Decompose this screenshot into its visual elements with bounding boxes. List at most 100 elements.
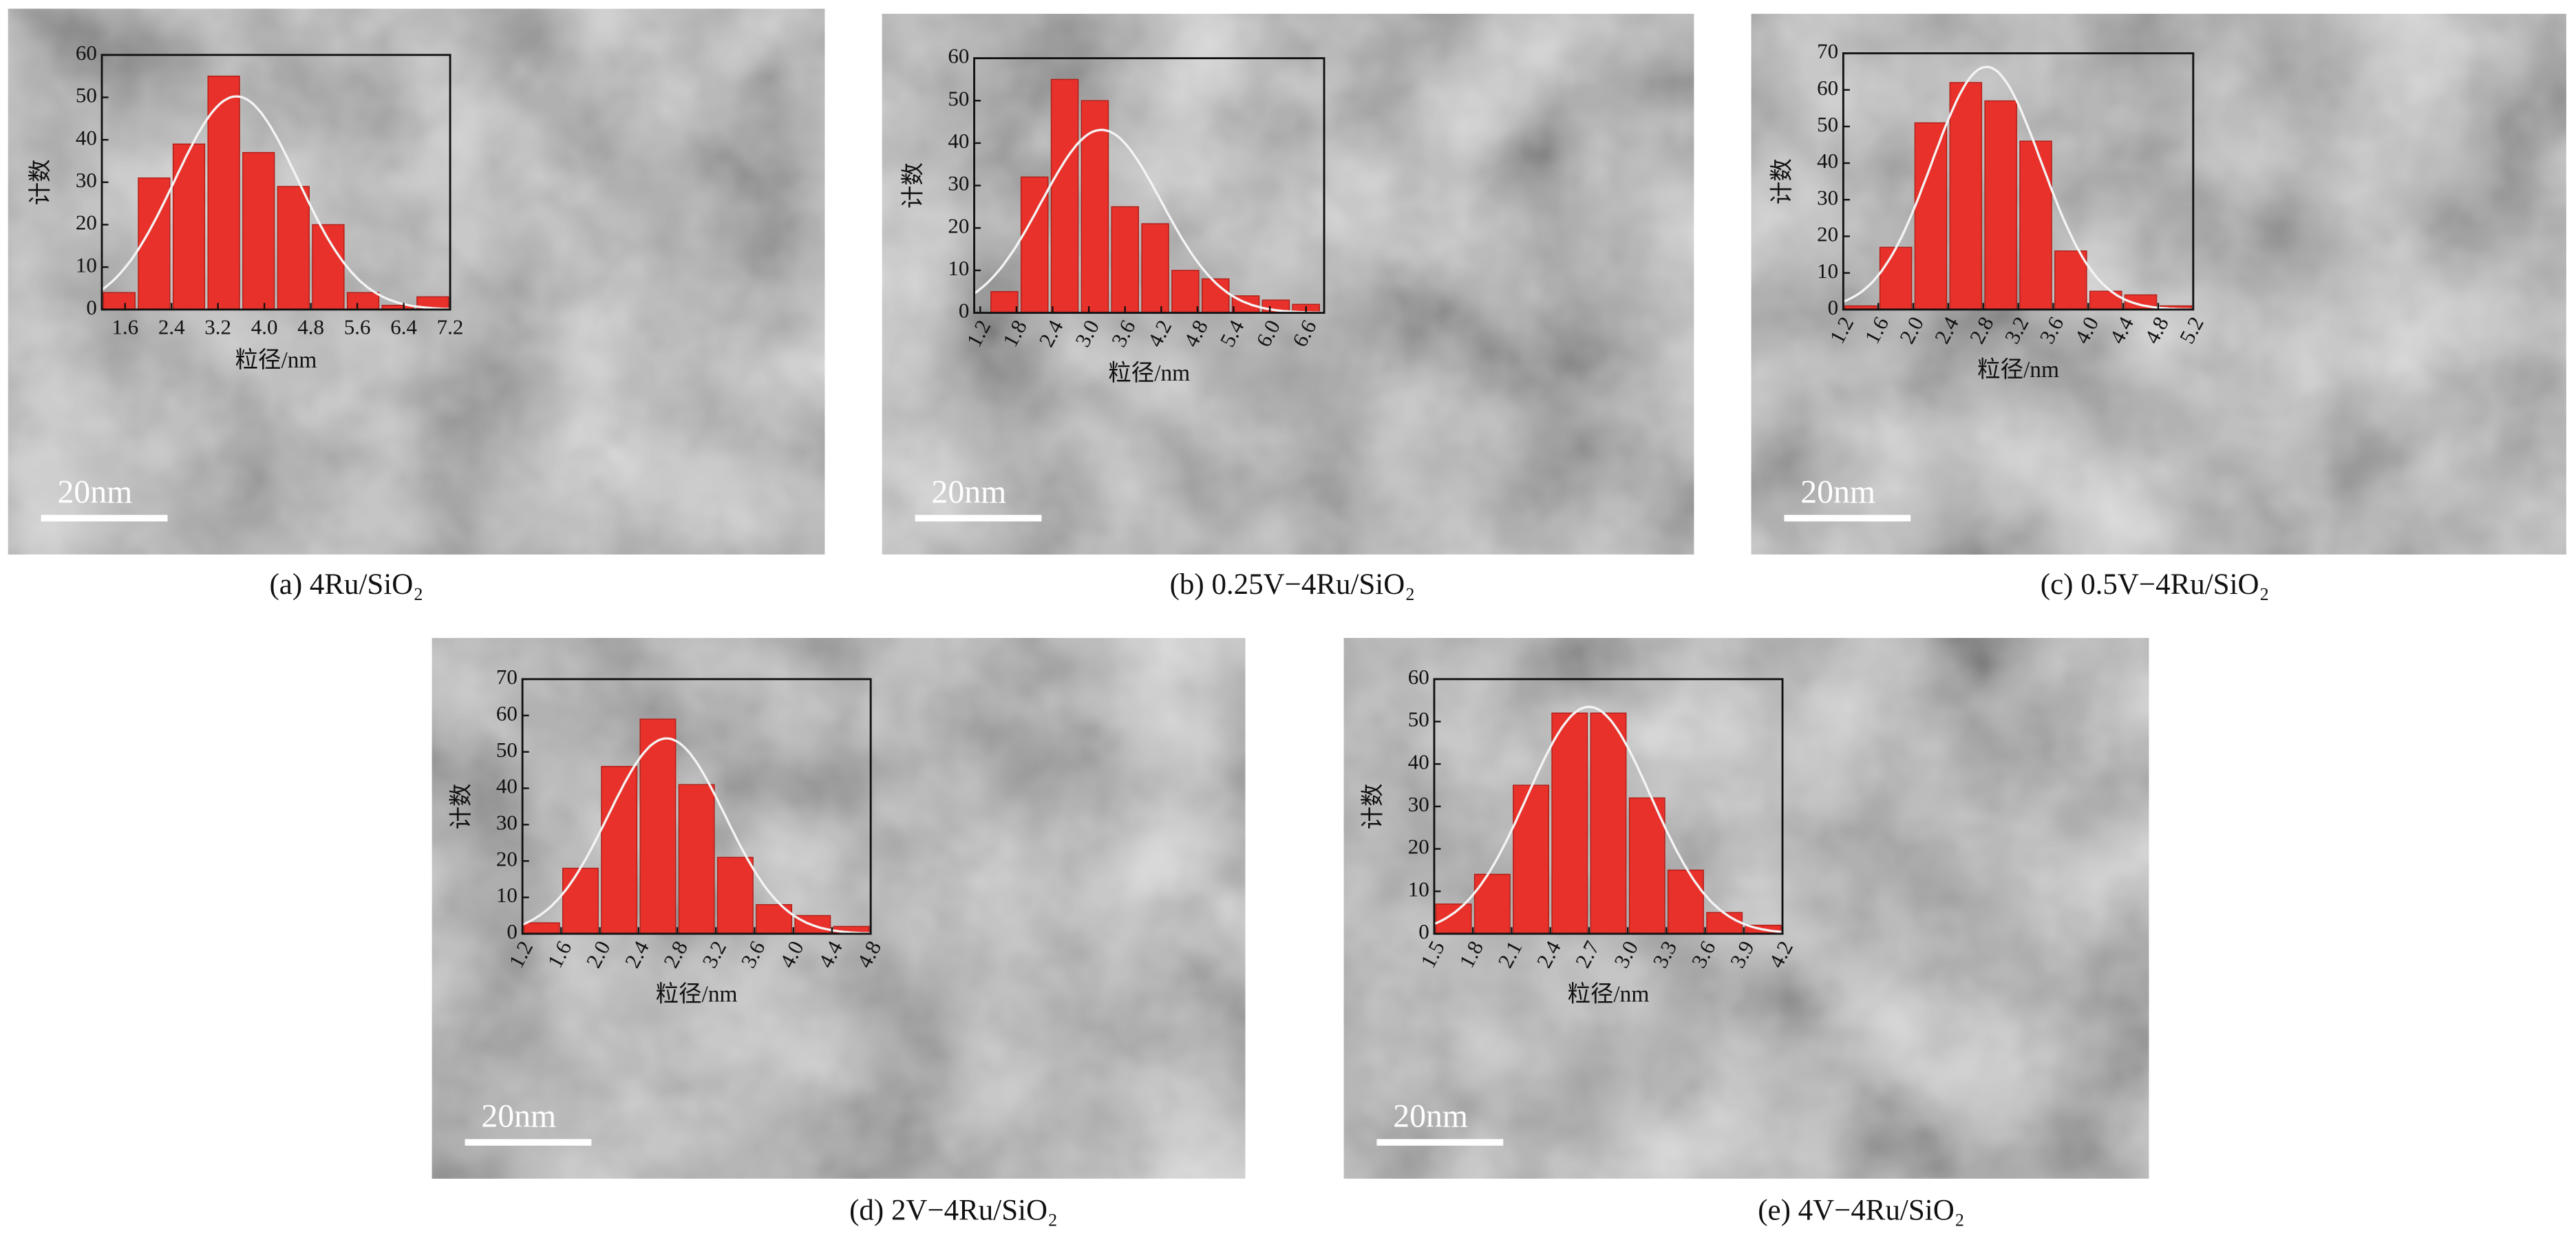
bar (990, 291, 1019, 314)
fit-curve (973, 129, 1325, 314)
y-tick-label: 50 (1817, 112, 1838, 136)
x-tick-label: 5.6 (344, 315, 371, 339)
bar (1171, 270, 1200, 314)
bar (1435, 904, 1472, 934)
y-tick-label: 0 (507, 919, 518, 943)
caption: (a) 4Ru/SiO₂ (269, 568, 423, 601)
panel: 20nm (a) 4Ru/SiO₂ 0 10 20 30 40 50 60 1.6 2.4 3.2 4.… (8, 8, 825, 601)
y-tick-label: 40 (76, 125, 97, 149)
y-tick-label: 60 (1817, 76, 1838, 100)
x-axis-label: 粒径/nm (1568, 981, 1650, 1007)
y-tick-label: 10 (1408, 877, 1429, 901)
caption: (c) 0.5V−4Ru/SiO₂ (2041, 568, 2270, 601)
caption: (d) 2V−4Ru/SiO₂ (849, 1195, 1058, 1227)
y-tick-label: 0 (959, 299, 970, 323)
caption: (b) 0.25V−4Ru/SiO₂ (1170, 568, 1416, 601)
bar (1111, 206, 1139, 314)
y-axis-label: 计数 (1361, 784, 1386, 830)
y-tick-label: 0 (1828, 295, 1839, 319)
y-tick-label: 40 (1408, 749, 1429, 773)
bar (1668, 869, 1704, 934)
bar (2019, 140, 2052, 310)
scale-bar-label: 20nm (481, 1098, 556, 1135)
y-tick-label: 40 (1817, 149, 1838, 173)
x-tick-label: 4.8 (297, 315, 324, 339)
bar (277, 186, 310, 310)
x-axis-label: 粒径/nm (1977, 357, 2059, 383)
bar (1141, 223, 1169, 314)
y-axis-label: 计数 (449, 784, 474, 830)
plot-frame (521, 678, 872, 935)
x-tick-label: 3.2 (204, 315, 231, 339)
y-tick-label: 60 (1408, 665, 1429, 689)
bar (242, 151, 275, 310)
scale-bar-label: 20nm (1393, 1098, 1468, 1135)
bar (1473, 873, 1511, 934)
bar (1201, 278, 1230, 314)
fit-curve (1842, 65, 2193, 311)
bar (1050, 78, 1079, 314)
y-tick-label: 20 (1408, 835, 1429, 859)
bar (1984, 100, 2017, 310)
bar (1081, 100, 1109, 314)
bar (1706, 912, 1743, 934)
scale-bar-label: 20nm (1800, 474, 1875, 511)
bar (1879, 246, 1913, 310)
y-tick-label: 10 (496, 883, 518, 907)
x-tick-label: 1.6 (111, 315, 138, 339)
tem-texture (882, 14, 1694, 555)
y-tick-label: 50 (76, 83, 97, 107)
y-tick-label: 20 (496, 846, 518, 870)
bar (346, 292, 380, 310)
fit-curve (522, 737, 871, 934)
bar (1949, 82, 1983, 310)
bar (716, 857, 754, 934)
bar (1551, 712, 1588, 934)
tem-texture (8, 8, 825, 555)
y-tick-label: 10 (76, 253, 97, 277)
x-tick-label: 2.4 (158, 315, 185, 339)
y-tick-label: 70 (1817, 39, 1838, 63)
bar (1914, 122, 1948, 310)
bar (1513, 784, 1549, 934)
scale-bar-label: 20nm (58, 474, 133, 511)
x-tick-label: 4.0 (251, 315, 278, 339)
y-tick-label: 20 (76, 211, 97, 235)
y-tick-label: 10 (948, 256, 969, 280)
x-tick-label: 7.2 (437, 315, 464, 339)
y-tick-label: 30 (948, 171, 969, 195)
bar (103, 292, 136, 310)
y-tick-label: 60 (76, 41, 97, 65)
bar (172, 143, 206, 310)
y-tick-label: 30 (76, 168, 97, 192)
y-tick-label: 0 (86, 295, 97, 319)
x-axis-label: 粒径/nm (1108, 361, 1190, 386)
y-tick-label: 60 (496, 701, 518, 725)
y-axis-label: 计数 (28, 159, 54, 205)
bar (639, 718, 677, 934)
y-tick-label: 30 (496, 810, 518, 834)
y-tick-label: 10 (1817, 259, 1838, 283)
bar (523, 922, 560, 934)
y-tick-label: 60 (948, 44, 969, 68)
x-axis-label: 粒径/nm (656, 981, 738, 1007)
y-tick-label: 50 (948, 86, 969, 110)
caption: (e) 4V−4Ru/SiO₂ (1758, 1195, 1964, 1227)
y-axis-label: 计数 (1769, 158, 1795, 204)
y-tick-label: 40 (948, 129, 969, 153)
x-axis-label: 粒径/nm (235, 348, 317, 373)
bar (562, 868, 599, 934)
y-tick-label: 70 (496, 665, 518, 689)
y-tick-label: 50 (1408, 707, 1429, 731)
y-tick-label: 30 (1408, 792, 1429, 816)
y-tick-label: 50 (496, 738, 518, 762)
y-tick-label: 40 (496, 774, 518, 798)
bar (2054, 250, 2087, 310)
y-tick-label: 20 (1817, 222, 1838, 246)
fit-curve (101, 95, 451, 310)
